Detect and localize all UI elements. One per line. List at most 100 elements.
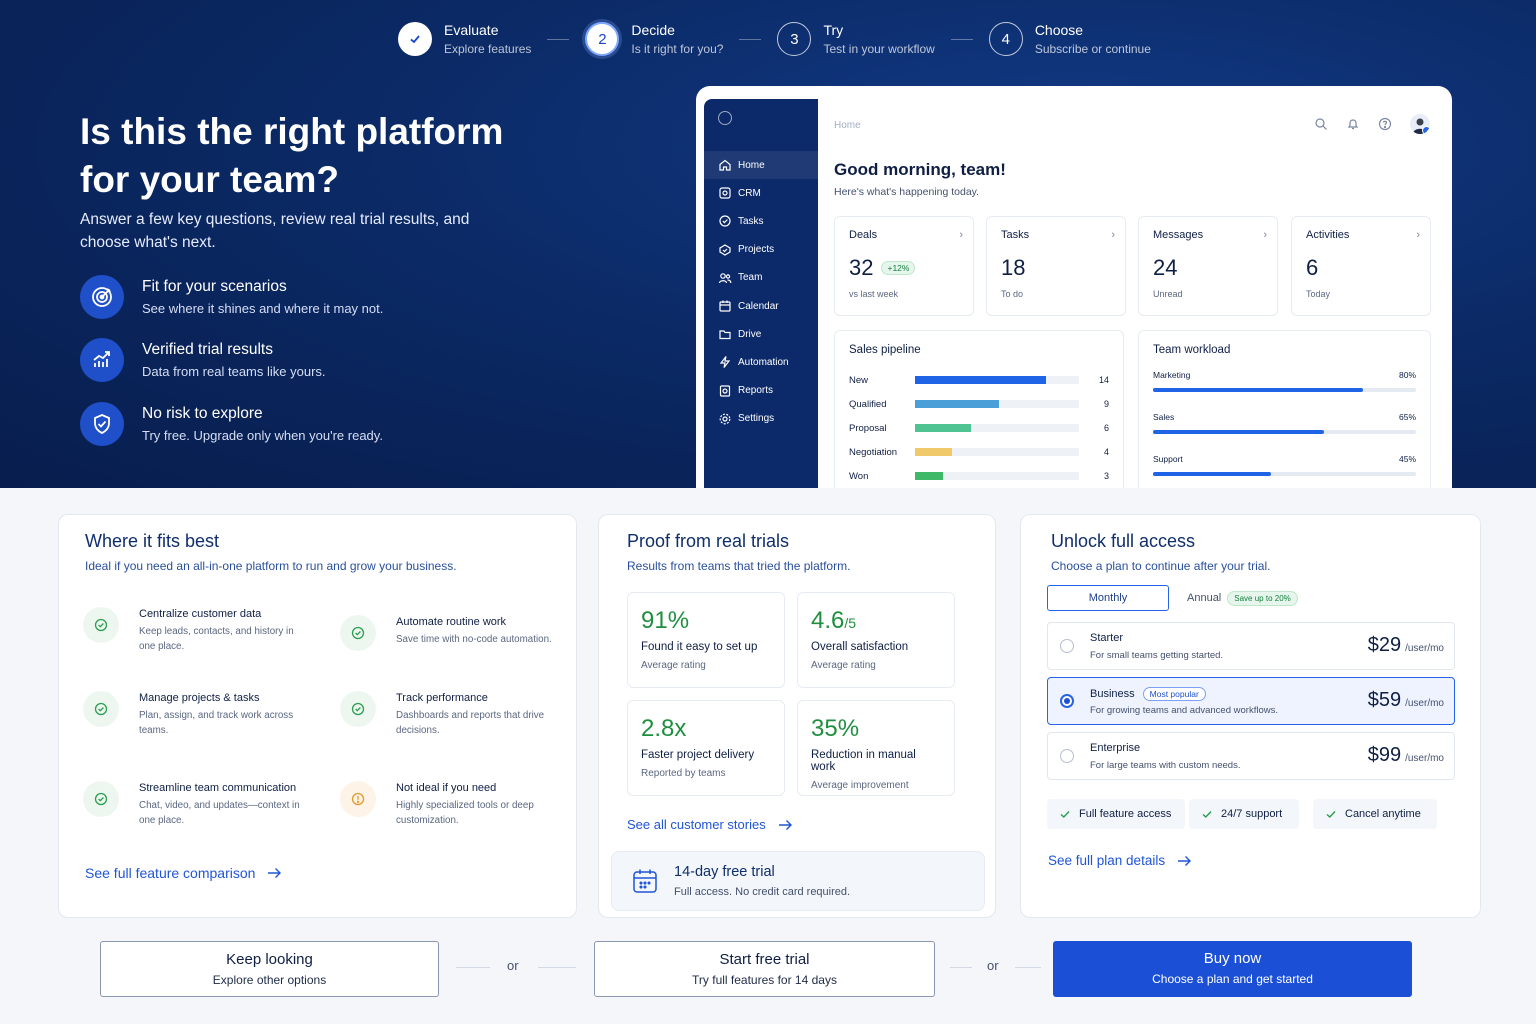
workload-label: Support <box>1153 454 1183 464</box>
nav-item-team[interactable]: Team <box>704 264 818 292</box>
button-sub: Explore other options <box>212 973 327 987</box>
trial-stat: 2.8x Faster project delivery Reported by… <box>627 700 785 796</box>
nav-item-home[interactable]: Home <box>704 151 818 180</box>
target-icon <box>80 275 124 319</box>
plan-desc: For small teams getting started. <box>1090 650 1224 661</box>
pipeline-bar <box>915 400 1000 408</box>
annual-tab[interactable]: Annual <box>1187 592 1222 604</box>
link-label: See full plan details <box>1048 853 1166 868</box>
pipeline-value: 3 <box>1103 471 1109 481</box>
fit-title: Streamline team communication <box>139 782 297 794</box>
start-trial-button[interactable]: Start free trial Try full features for 1… <box>594 941 935 997</box>
search-icon[interactable] <box>1314 117 1328 131</box>
plan-price: $99 <box>1367 744 1402 766</box>
card-title: Where it fits best <box>85 531 220 551</box>
keep-looking-button[interactable]: Keep looking Explore other options <box>100 941 439 997</box>
pipeline-row: New 14 <box>849 368 1109 392</box>
feature-sub: Try free. Upgrade only when you're ready… <box>142 428 383 443</box>
nav-item-settings[interactable]: Settings <box>704 405 818 433</box>
nav-item-tasks[interactable]: Tasks <box>704 207 818 235</box>
step-number: 4 <box>988 22 1023 56</box>
trial-title: 14-day free trial <box>674 864 775 880</box>
card-title: Proof from real trials <box>627 531 790 551</box>
nav-label: Calendar <box>738 300 779 312</box>
nav-item-drive[interactable]: Drive <box>704 320 818 348</box>
card-subtitle: Choose a plan to continue after your tri… <box>1051 559 1271 573</box>
card-subtitle: Results from teams that tried the platfo… <box>627 559 851 573</box>
radio-button[interactable] <box>1060 639 1074 653</box>
plan-details-link[interactable]: See full plan details <box>1048 853 1192 868</box>
bell-icon[interactable] <box>1346 117 1360 131</box>
app-sidebar: Home CRM Tasks Projects Team <box>704 99 818 488</box>
button-title: Start free trial <box>719 951 810 968</box>
stat-value: 18 <box>1001 255 1026 280</box>
stat-card-deals[interactable]: Deals › 32 +12% vs last week <box>834 216 974 316</box>
chevron-right-icon: › <box>1111 229 1115 241</box>
plan-starter[interactable]: Starter For small teams getting started.… <box>1047 622 1455 670</box>
stat-value: 91% <box>641 607 690 634</box>
stat-card-activities[interactable]: Activities › 6 Today <box>1291 216 1431 316</box>
panel-title: Team workload <box>1153 344 1231 356</box>
monthly-tab[interactable]: Monthly <box>1047 585 1169 611</box>
plan-enterprise[interactable]: Enterprise For large teams with custom n… <box>1047 732 1455 780</box>
nav-label: CRM <box>738 187 761 199</box>
perk-pill: 24/7 support <box>1189 799 1299 829</box>
radio-button[interactable] <box>1060 694 1074 708</box>
fit-title: Automate routine work <box>396 616 507 628</box>
nav-label: Settings <box>738 413 775 425</box>
pipeline-track <box>915 376 1079 384</box>
workload-percent: 65% <box>1398 412 1416 422</box>
buy-now-button[interactable]: Buy now Choose a plan and get started <box>1053 941 1412 997</box>
workload-percent: 80% <box>1398 370 1416 380</box>
breadcrumb[interactable]: Home <box>834 120 861 131</box>
team-workload-panel: Team workload Marketing 80% Sales 65% Suppor… <box>1138 330 1431 488</box>
pipeline-label: Negotiation <box>849 446 898 458</box>
avatar[interactable] <box>1410 114 1430 134</box>
step-decide[interactable]: 2 Decide Is it right for you? <box>585 22 723 56</box>
workload-bar <box>1153 472 1272 476</box>
shield-check-icon <box>80 402 124 446</box>
pipeline-value: 14 <box>1098 375 1109 385</box>
arrow-right-icon <box>1178 855 1192 866</box>
stat-card-messages[interactable]: Messages › 24 Unread <box>1138 216 1278 316</box>
nav-item-projects[interactable]: Projects <box>704 236 818 264</box>
customer-stories-link[interactable]: See all customer stories <box>627 817 792 832</box>
button-sub: Try full features for 14 days <box>692 973 837 987</box>
step-sub: Explore features <box>444 42 532 56</box>
feature-comparison-link[interactable]: See full feature comparison <box>85 865 282 881</box>
plan-unit: /user/mo <box>1405 698 1444 709</box>
step-choose[interactable]: 4 Choose Subscribe or continue <box>988 22 1151 56</box>
plan-business[interactable]: Business Most popular For growing teams a… <box>1047 677 1455 725</box>
help-icon[interactable] <box>1378 117 1392 131</box>
plan-name: Enterprise <box>1090 742 1141 754</box>
nav-item-crm[interactable]: CRM <box>704 179 818 207</box>
stat-card-tasks[interactable]: Tasks › 18 To do <box>986 216 1126 316</box>
fit-item: Track performance Dashboards and reports … <box>340 691 560 738</box>
folder-icon <box>719 330 731 340</box>
workload-track <box>1153 388 1416 392</box>
stat-label: Overall satisfaction <box>811 641 909 653</box>
pipeline-value: 6 <box>1103 423 1109 433</box>
plan-price: $59 <box>1367 689 1402 711</box>
radio-button[interactable] <box>1060 749 1074 763</box>
chart-up-icon <box>80 338 124 382</box>
nav-label: Team <box>738 272 763 284</box>
stat-value: 24 <box>1153 255 1178 280</box>
perk-pill: Cancel anytime <box>1313 799 1437 829</box>
workload-label: Marketing <box>1153 370 1191 380</box>
step-evaluate[interactable]: Evaluate Explore features <box>398 22 531 56</box>
nav-item-automation[interactable]: Automation <box>704 348 818 376</box>
stat-sub: Average rating <box>641 660 706 671</box>
nav-item-reports[interactable]: Reports <box>704 377 818 405</box>
link-label: See full feature comparison <box>85 865 256 881</box>
stat-sub: vs last week <box>849 289 899 299</box>
fit-title: Centralize customer data <box>139 608 262 620</box>
nav-item-calendar[interactable]: Calendar <box>704 292 818 320</box>
nav-label: Reports <box>738 385 774 397</box>
greeting-sub: Here's what's happening today. <box>834 186 980 198</box>
pipeline-row: Negotiation 4 <box>849 440 1109 464</box>
trial-stat: 35% Reduction in manual work Average imp… <box>797 700 955 796</box>
plan-unit: /user/mo <box>1405 643 1444 654</box>
step-try[interactable]: 3 Try Test in your workflow <box>777 22 935 56</box>
plan-desc: For growing teams and advanced workflows… <box>1090 705 1278 716</box>
